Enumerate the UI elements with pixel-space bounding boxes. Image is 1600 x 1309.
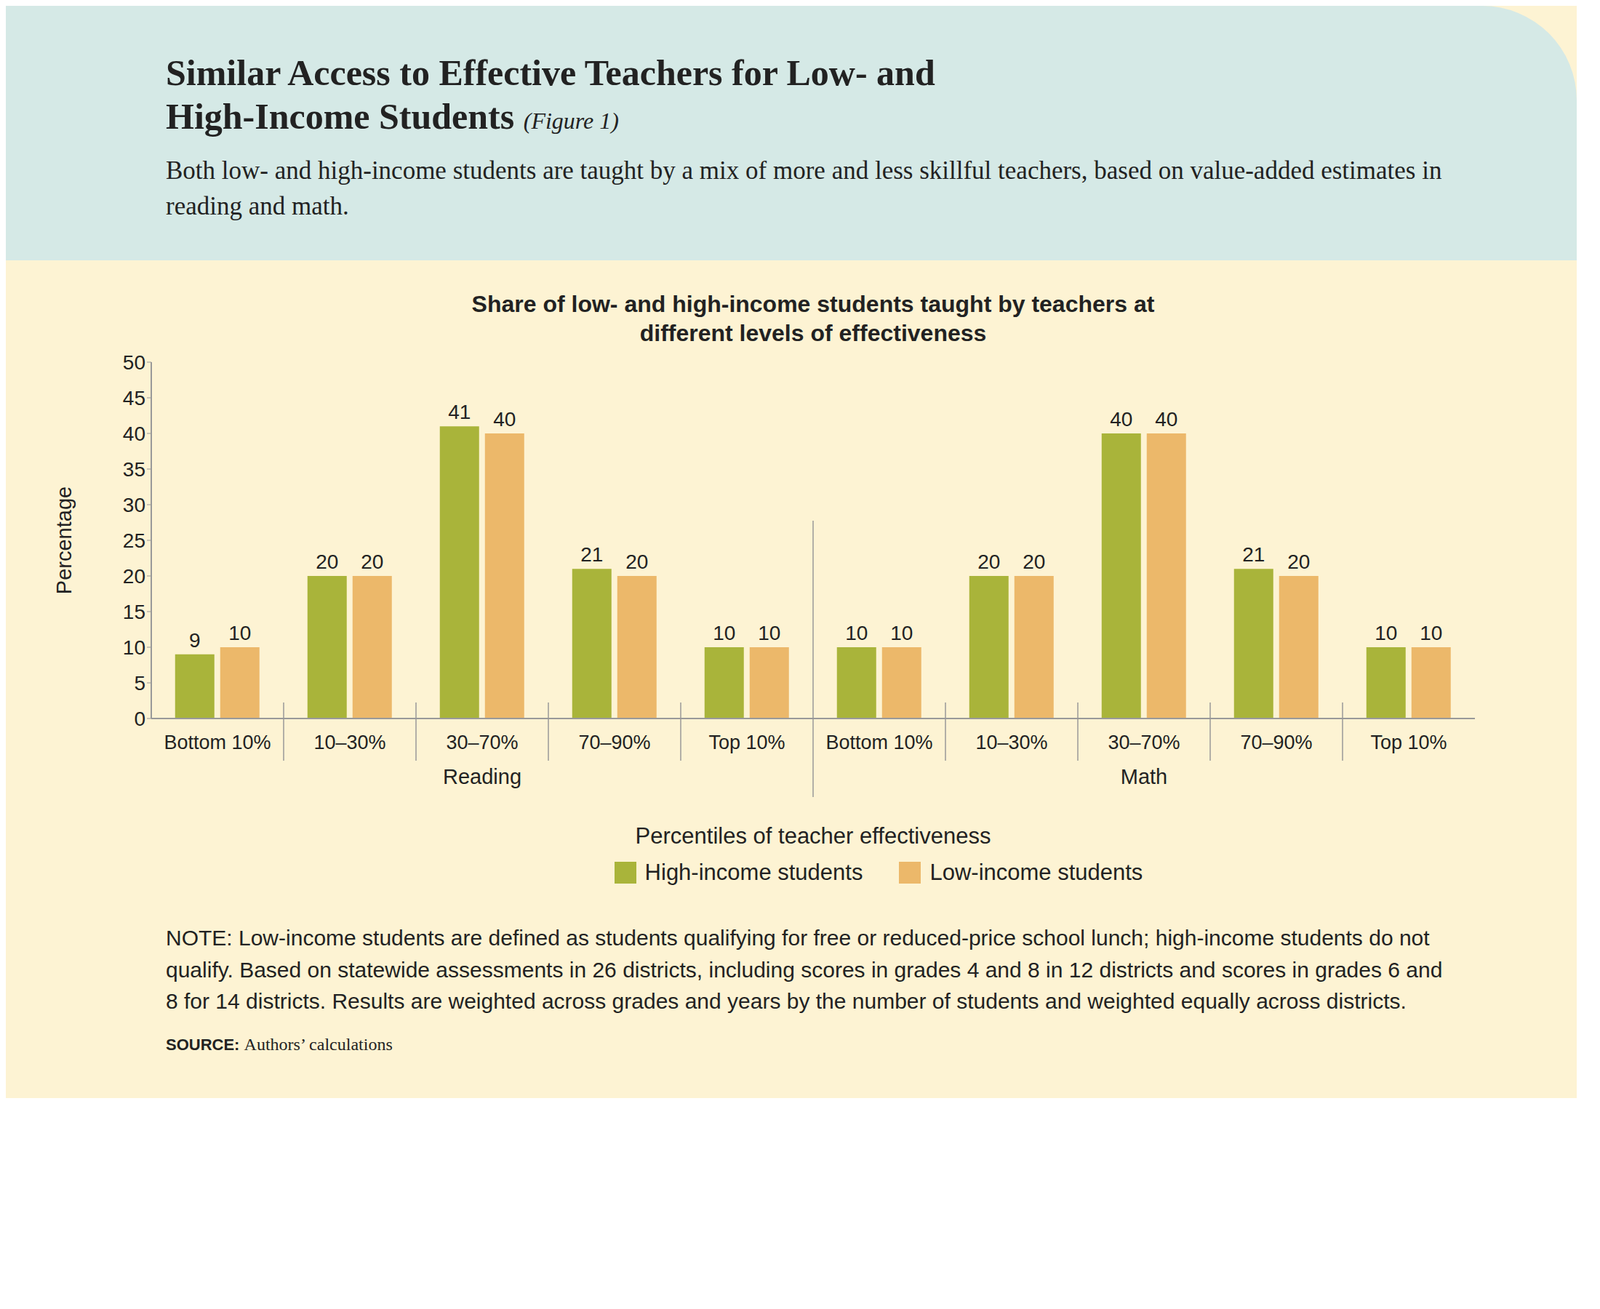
svg-text:Bottom 10%: Bottom 10% bbox=[825, 731, 933, 754]
svg-text:10–30%: 10–30% bbox=[313, 731, 386, 754]
svg-text:15: 15 bbox=[122, 600, 146, 624]
svg-text:Top 10%: Top 10% bbox=[708, 731, 785, 754]
svg-text:30–70%: 30–70% bbox=[445, 731, 518, 754]
svg-text:50: 50 bbox=[122, 351, 146, 374]
svg-text:70–90%: 70–90% bbox=[578, 731, 651, 754]
html-text:Percentiles of teacher effecti: Percentiles of teacher effectiveness bbox=[635, 823, 991, 849]
svg-text:40: 40 bbox=[493, 408, 516, 431]
svg-text:30: 30 bbox=[122, 493, 146, 517]
svg-text:Bottom 10%: Bottom 10% bbox=[163, 731, 271, 754]
svg-text:70–90%: 70–90% bbox=[1240, 731, 1312, 754]
html-text:Share of low- and high-income: Share of low- and high-income students t… bbox=[471, 290, 1155, 347]
svg-text:10: 10 bbox=[712, 621, 736, 645]
svg-text:20: 20 bbox=[315, 550, 339, 574]
svg-text:9: 9 bbox=[189, 629, 201, 652]
html-text:High-income students: High-income students bbox=[644, 859, 863, 886]
html-text:NOTE: Low-income students are: NOTE: Low-income students are defined as… bbox=[165, 925, 1443, 1014]
svg-text:10: 10 bbox=[757, 621, 781, 645]
svg-text:10: 10 bbox=[1374, 621, 1398, 645]
svg-text:10: 10 bbox=[228, 621, 251, 645]
svg-text:Percentage: Percentage bbox=[52, 486, 76, 595]
svg-text:10: 10 bbox=[1419, 621, 1443, 645]
html-text:Both low- and high-income stud: Both low- and high-income students are t… bbox=[165, 156, 1442, 221]
svg-text:25: 25 bbox=[122, 529, 146, 552]
svg-text:10: 10 bbox=[845, 621, 868, 645]
svg-text:10: 10 bbox=[122, 636, 146, 659]
html-text:SOURCE: Authors’ calculations: SOURCE: Authors’ calculations bbox=[165, 1034, 393, 1054]
svg-text:40: 40 bbox=[122, 422, 146, 446]
svg-text:Reading: Reading bbox=[442, 765, 522, 789]
svg-text:45: 45 bbox=[122, 386, 146, 410]
svg-text:0: 0 bbox=[133, 707, 146, 731]
html-text:Low-income students: Low-income students bbox=[929, 859, 1143, 886]
svg-text:20: 20 bbox=[360, 550, 384, 574]
svg-text:Top 10%: Top 10% bbox=[1370, 731, 1447, 754]
svg-text:21: 21 bbox=[1242, 543, 1265, 566]
svg-text:40: 40 bbox=[1154, 408, 1178, 431]
svg-text:30–70%: 30–70% bbox=[1107, 731, 1180, 754]
svg-text:35: 35 bbox=[122, 458, 146, 481]
svg-text:40: 40 bbox=[1109, 408, 1133, 431]
svg-text:20: 20 bbox=[625, 550, 648, 574]
svg-text:5: 5 bbox=[133, 672, 146, 695]
svg-text:20: 20 bbox=[977, 550, 1000, 574]
svg-text:20: 20 bbox=[1022, 550, 1046, 574]
svg-text:21: 21 bbox=[580, 543, 603, 566]
svg-text:Math: Math bbox=[1120, 765, 1168, 789]
svg-text:20: 20 bbox=[1287, 550, 1310, 574]
svg-text:10: 10 bbox=[890, 621, 913, 645]
svg-text:41: 41 bbox=[448, 400, 471, 424]
html-text:Similar Access to Effective Te: Similar Access to Effective Teachers for… bbox=[165, 52, 936, 137]
svg-text:20: 20 bbox=[122, 565, 146, 588]
svg-text:10–30%: 10–30% bbox=[975, 731, 1048, 754]
